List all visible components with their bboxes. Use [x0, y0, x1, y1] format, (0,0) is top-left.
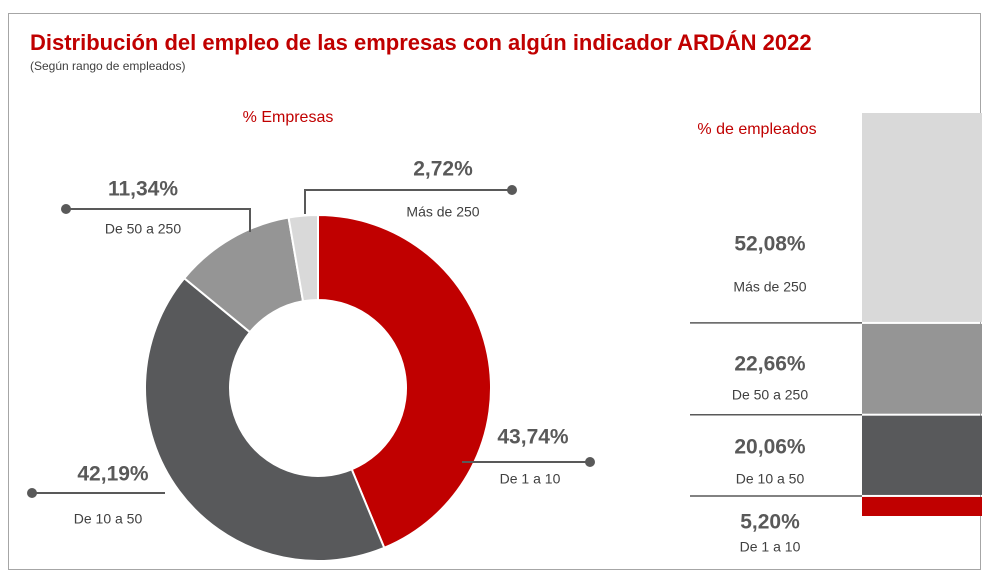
- bar-segment: [862, 323, 982, 414]
- bar-segment: [862, 496, 982, 516]
- donut-slice: [144, 276, 386, 562]
- category-label: De 1 a 10: [500, 471, 561, 487]
- value-label: 11,34%: [108, 178, 178, 201]
- leader-dot: [507, 185, 517, 195]
- value-label: 52,08%: [734, 233, 806, 256]
- category-label: Más de 250: [406, 204, 479, 220]
- leader-line: [66, 208, 251, 232]
- donut-title: % Empresas: [243, 109, 334, 126]
- bar-segment: [862, 113, 982, 322]
- category-label: De 1 a 10: [740, 539, 801, 555]
- title: Distribución del empleo de las empresas …: [30, 30, 812, 55]
- value-label: 22,66%: [734, 353, 806, 376]
- frame: [8, 13, 981, 570]
- subtitle: (Según rango de empleados): [30, 59, 185, 73]
- value-label: 5,20%: [740, 511, 800, 534]
- category-label: De 10 a 50: [736, 471, 805, 487]
- category-label: Más de 250: [733, 279, 806, 295]
- value-label: 2,72%: [413, 158, 473, 181]
- category-label: De 50 a 250: [105, 221, 181, 237]
- donut-slice: [287, 213, 319, 303]
- value-label: 43,74%: [497, 426, 569, 449]
- bar-title: % de empleados: [697, 121, 816, 138]
- donut-slice: [317, 213, 492, 550]
- category-label: De 10 a 50: [74, 511, 143, 527]
- category-label: De 50 a 250: [732, 387, 808, 403]
- leader-dot: [585, 457, 595, 467]
- leader-line: [304, 189, 512, 214]
- bar-segment: [862, 415, 982, 495]
- leader-dot: [61, 204, 71, 214]
- value-label: 20,06%: [734, 436, 806, 459]
- value-label: 42,19%: [77, 463, 149, 486]
- leader-dot: [27, 488, 37, 498]
